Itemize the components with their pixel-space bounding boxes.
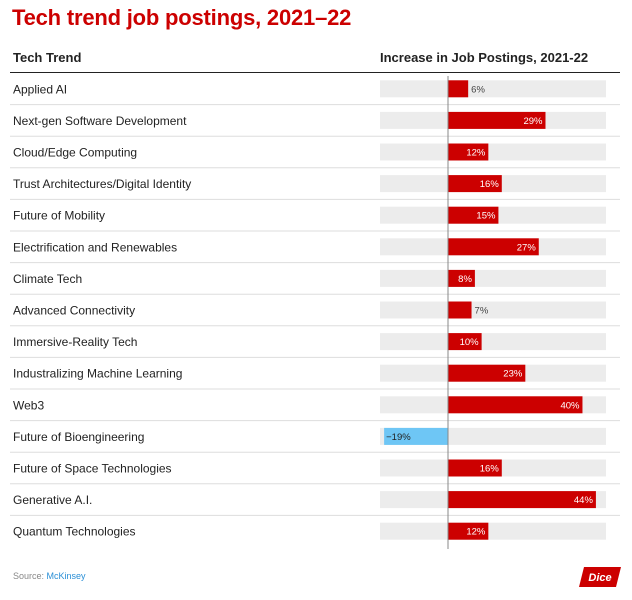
value-label: 15%: [476, 211, 496, 222]
value-label: 16%: [480, 179, 500, 190]
category-label: Web3: [13, 398, 44, 412]
category-label: Industralizing Machine Learning: [13, 367, 182, 381]
value-label: 10%: [460, 337, 480, 348]
bar: [448, 175, 502, 193]
bar: [448, 80, 469, 98]
column-header-tech-trend: Tech Trend: [13, 50, 82, 65]
value-label: 8%: [458, 274, 472, 285]
bar-chart: Applied AI 6% Next-gen Software Developmen…: [10, 76, 620, 549]
bar: [448, 206, 499, 224]
bar: [448, 269, 475, 287]
chart-title: Tech trend job postings, 2021–22: [12, 5, 352, 30]
bar-track: [380, 301, 606, 319]
bar-track: [380, 269, 606, 287]
bar: [448, 459, 502, 477]
bar: [448, 333, 482, 351]
header-rule: [10, 72, 620, 73]
bar-track: [380, 333, 606, 351]
source-link[interactable]: McKinsey: [46, 571, 86, 581]
category-label: Future of Space Technologies: [13, 462, 172, 476]
bar: [448, 143, 489, 161]
value-label: −19%: [386, 432, 411, 443]
bar-track: [380, 522, 606, 540]
bar: [448, 491, 596, 509]
value-label: 44%: [574, 495, 594, 506]
source-note: Source: McKinsey: [13, 571, 86, 581]
value-label: 6%: [471, 84, 485, 95]
category-label: Trust Architectures/Digital Identity: [13, 177, 191, 191]
value-label: 27%: [517, 242, 537, 253]
source-prefix: Source:: [13, 571, 47, 581]
category-label: Applied AI: [13, 82, 67, 96]
category-label: Electrification and Renewables: [13, 240, 177, 254]
bar: [448, 238, 539, 256]
category-label: Future of Bioengineering: [13, 430, 144, 444]
category-label: Next-gen Software Development: [13, 114, 187, 128]
bar: [448, 364, 526, 382]
bar-track: [380, 80, 606, 98]
value-label: 40%: [560, 400, 580, 411]
bar: [384, 427, 448, 445]
category-label: Climate Tech: [13, 272, 82, 286]
category-label: Generative A.I.: [13, 493, 92, 507]
logo-text: Dice: [588, 572, 611, 584]
category-label: Advanced Connectivity: [13, 304, 135, 318]
bar: [448, 301, 472, 319]
value-label: 12%: [466, 148, 486, 159]
bar: [448, 522, 489, 540]
bar-track: [380, 143, 606, 161]
value-label: 12%: [466, 527, 486, 538]
category-label: Future of Mobility: [13, 209, 105, 223]
value-label: 7%: [475, 306, 489, 317]
column-header-increase: Increase in Job Postings, 2021-22: [380, 50, 589, 65]
bar: [448, 111, 546, 129]
dice-logo: Dice: [579, 567, 621, 587]
category-label: Immersive-Reality Tech: [13, 335, 137, 349]
bar: [448, 396, 583, 414]
category-label: Quantum Technologies: [13, 525, 136, 539]
value-label: 29%: [523, 116, 543, 127]
value-label: 16%: [480, 464, 500, 475]
category-label: Cloud/Edge Computing: [13, 146, 137, 160]
value-label: 23%: [503, 369, 523, 380]
